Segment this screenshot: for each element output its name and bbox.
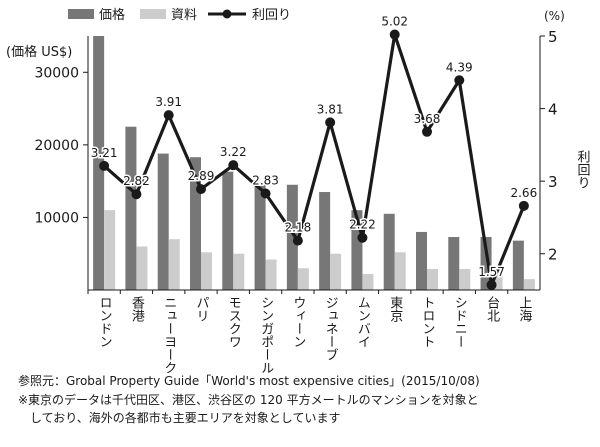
bar-資料-4 [233,253,245,290]
bar-価格-6 [286,184,298,290]
bar-価格-12 [480,237,492,290]
yield-line-series: 3.21 2.82 3.91 2.89 3.22 2.83 2.18 3.81 2.22 5.02… [89,13,539,290]
yield-label-0: 3.21 [91,146,118,160]
category-label-8: ムンバイ [355,296,371,348]
legend-label-0: 価格 [99,7,125,23]
bar-価格-8 [351,210,363,290]
yield-label-6: 2.18 [284,221,311,235]
category-label-10: トロント [420,296,435,348]
yield-label-4: 3.22 [220,145,247,159]
category-label-5: シンガポール [258,296,273,374]
right-tick-label-0: 2 [548,246,558,264]
category-label-2: ニューヨーク [161,296,176,374]
legend-swatch-1 [140,9,166,19]
source-note: 参照元：Grobal Property Guide「World's most e… [18,374,480,388]
chart-legend: 価格 資料 利回り [68,7,291,23]
yield-label-3: 2.89 [188,169,215,183]
bar-資料-10 [427,268,438,290]
yield-marker-8 [357,232,368,243]
bar-資料-0 [104,210,116,290]
right-axis-title: 利回り [575,150,591,189]
right-tick-label-2: 4 [548,101,558,119]
yield-label-10: 3.68 [414,112,441,126]
bar-価格-2 [157,153,169,290]
category-label-13: 上海 [516,296,532,322]
category-label-0: ロンドン [97,296,112,348]
bar-series [93,36,535,290]
yield-marker-10 [422,126,432,137]
bar-価格-4 [222,171,234,290]
yield-label-12: 1.57 [478,265,505,279]
bar-価格-13 [512,240,524,290]
right-tick-label-1: 3 [548,173,558,191]
yield-marker-6 [292,235,303,246]
category-label-11: シドニー [452,296,467,348]
legend-label-1: 資料 [171,8,197,23]
bar-価格-0 [93,36,105,290]
bar-価格-3 [190,157,201,290]
left-axis-title: (価格 US$) [6,44,72,60]
category-label-9: 東京 [387,295,403,322]
bar-資料-2 [168,239,180,290]
bar-資料-8 [362,274,374,290]
left-tick-label-1: 20000 [34,138,79,154]
yield-label-11: 4.39 [446,60,473,74]
left-tick-label-0: 10000 [34,210,79,226]
yield-marker-11 [454,75,465,86]
category-label-3: パリ [194,296,210,322]
yield-marker-12 [486,279,497,290]
legend-marker-2 [222,9,232,19]
yield-line [103,32,526,287]
bar-資料-12 [491,275,503,290]
yield-marker-13 [518,200,529,211]
bar-資料-5 [265,259,277,290]
footnote-line-2: しており、海外の各都市も主要エリアを対象としています [30,411,341,425]
category-label-6: ウィーン [290,296,305,348]
yield-marker-5 [260,188,271,199]
bar-資料-1 [136,246,148,290]
yield-label-8: 2.22 [349,218,376,232]
yield-marker-1 [131,189,142,200]
yield-label-2: 3.91 [155,95,182,109]
yield-marker-2 [163,110,174,121]
right-axis: (%) 2 3 4 5 利回り [539,9,591,290]
yield-label-13: 2.66 [510,186,537,200]
right-tick-label-3: 5 [548,28,558,46]
category-label-1: 香港 [129,296,145,322]
bar-資料-7 [330,253,342,290]
bar-資料-3 [201,252,212,290]
legend-swatch-0 [68,9,94,19]
bar-価格-5 [254,182,266,290]
left-tick-label-2: 30000 [34,65,79,81]
bar-価格-9 [383,213,395,290]
bar-資料-13 [523,279,535,290]
yield-label-5: 2.83 [252,173,279,187]
bar-価格-1 [125,126,137,290]
bar-資料-11 [459,268,471,290]
bar-価格-10 [416,231,427,290]
yield-label-7: 3.81 [317,102,344,116]
category-label-7: ジュネーブ [323,296,338,361]
bar-価格-7 [319,192,331,290]
yield-label-1: 2.82 [123,174,150,188]
yield-marker-4 [228,160,239,171]
left-axis: (価格 US$) 10000 20000 30000 [6,36,89,290]
yield-marker-7 [325,117,336,128]
category-label-12: 台北 [484,296,500,323]
x-axis: ロンドン 香港 ニューヨーク パリ モスクワ シンガポール ウィーン ジュネーブ ムンバイ 東京ト… [87,289,540,374]
legend-label-2: 利回り [252,8,291,23]
yield-label-9: 5.02 [381,15,408,29]
yield-marker-0 [99,160,110,171]
yield-marker-3 [196,184,206,195]
yield-marker-9 [389,29,400,40]
bar-資料-9 [394,252,406,290]
bar-資料-6 [297,268,309,290]
footnote-line-1: ※東京のデータは千代田区、港区、渋谷区の 120 平方メートルのマンションを対象… [18,393,479,407]
bar-価格-11 [448,237,460,290]
category-label-4: モスクワ [226,296,241,348]
right-axis-unit: (%) [544,9,565,23]
